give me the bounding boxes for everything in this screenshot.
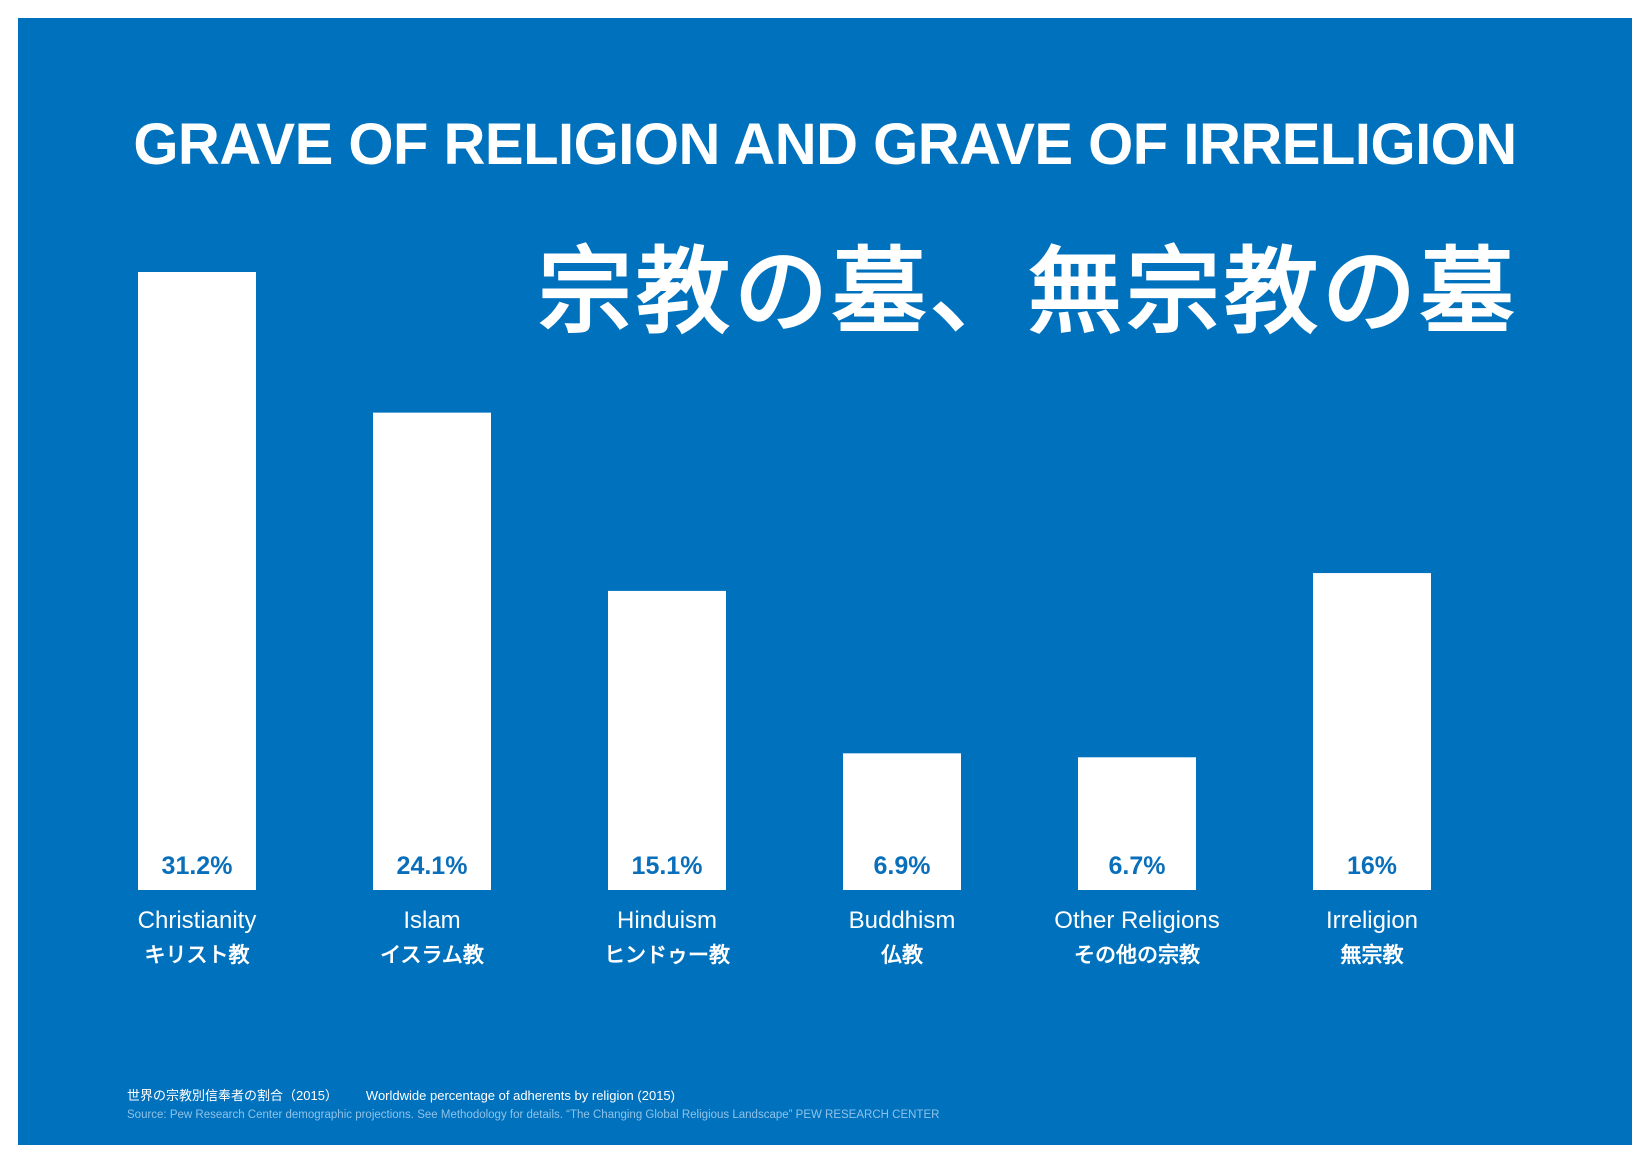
bar-hinduism	[608, 590, 726, 890]
caption-jp: 世界の宗教別信奉者の割合（2015）	[127, 1088, 338, 1103]
category-label-jp: ヒンドゥー教	[604, 943, 731, 967]
chart-panel: GRAVE OF RELIGION AND GRAVE OF IRRELIGIO…	[18, 18, 1632, 1145]
chart-subtitle-jp: 宗教の墓、無宗教の墓	[537, 238, 1518, 347]
category-label: Irreligion	[1326, 907, 1418, 934]
category-label: Buddhism	[849, 907, 956, 934]
chart-title: GRAVE OF RELIGION AND GRAVE OF IRRELIGIO…	[133, 112, 1517, 177]
category-label-jp: 無宗教	[1341, 943, 1405, 967]
chart-caption: 世界の宗教別信奉者の割合（2015） Worldwide percentage o…	[127, 1089, 675, 1102]
category-label-jp: イスラム教	[380, 943, 485, 967]
bar-value-label: 16%	[1347, 852, 1397, 880]
bar-value-label: 31.2%	[162, 852, 233, 880]
category-label-jp: その他の宗教	[1074, 943, 1201, 967]
category-label-jp: キリスト教	[145, 943, 251, 967]
category-label: Hinduism	[617, 907, 717, 934]
bar-value-label: 6.9%	[874, 852, 931, 880]
bar-value-label: 24.1%	[397, 852, 468, 880]
category-label: Islam	[403, 907, 460, 934]
bar-irreligion	[1313, 573, 1431, 890]
category-label-jp: 仏教	[881, 943, 924, 967]
bar-christianity	[138, 272, 256, 890]
bar-buddhism	[843, 753, 961, 890]
bar-value-label: 6.7%	[1109, 852, 1166, 880]
bar-islam	[373, 412, 491, 890]
category-label: Christianity	[138, 907, 257, 934]
caption-en: Worldwide percentage of adherents by rel…	[365, 1088, 675, 1103]
category-label: Other Religions	[1054, 907, 1219, 934]
source-note: Source: Pew Research Center demographic …	[127, 1109, 940, 1121]
bar-other-religions	[1078, 757, 1196, 890]
bar-value-label: 15.1%	[632, 852, 703, 880]
bar-chart: 31.2% Christianity キリスト教 24.1% Islam イスラム教 15.…	[138, 272, 1431, 967]
